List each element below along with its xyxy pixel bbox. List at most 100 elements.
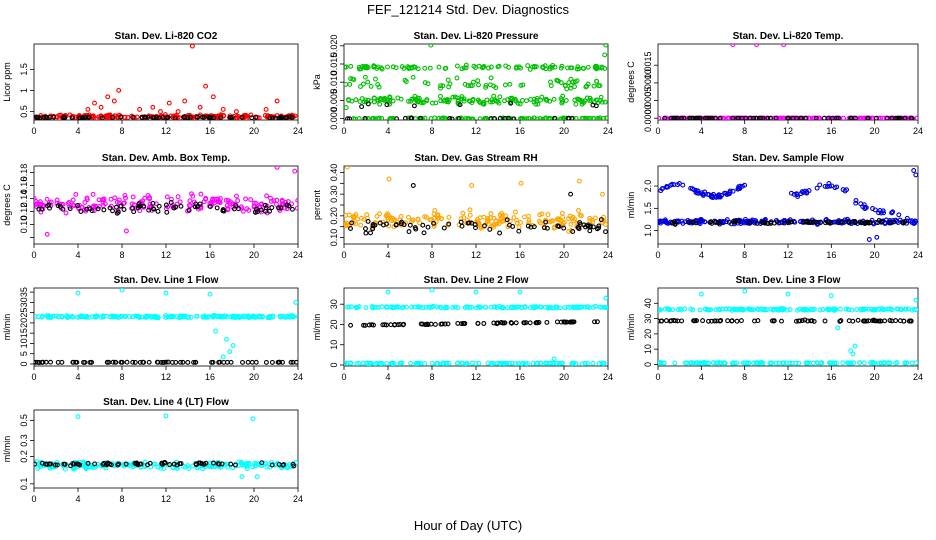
data-point [386,176,392,182]
data-point [473,225,478,231]
x-tick-label: 4 [699,126,704,136]
data-point [411,103,417,109]
data-point [712,318,718,324]
data-point [904,215,910,221]
data-point [523,361,529,366]
data-point [528,96,534,102]
series-0 [658,44,918,120]
data-point [402,115,408,120]
data-point [237,314,243,320]
data-point [121,313,127,319]
data-point [166,100,172,106]
x-tick-label: 12 [783,126,793,136]
data-point [111,98,117,104]
data-point [827,183,833,189]
y-tick-label: 20 [643,329,653,339]
data-point [245,359,251,365]
data-point [57,203,63,209]
data-point [525,223,531,229]
data-point [562,82,568,88]
data-point [482,223,487,229]
data-point [278,205,284,211]
data-point [554,216,560,222]
data-point [131,209,137,215]
data-point [554,304,560,310]
data-point [269,359,275,365]
data-point [216,359,222,365]
data-point [175,109,181,115]
points [34,44,298,120]
data-point [228,359,234,365]
data-point [848,115,853,120]
data-point [347,360,353,366]
x-tick-label: 24 [293,494,303,504]
data-point [250,416,256,422]
data-point [358,222,364,228]
data-point [162,460,168,466]
data-point [420,116,426,120]
data-point [446,97,452,103]
data-point [220,106,226,112]
data-point [754,220,760,226]
data-point [477,215,483,221]
y-tick-label: 0.2 [19,450,29,463]
data-point [596,361,602,366]
data-point [698,291,704,297]
data-point [376,115,382,120]
data-point [889,307,895,313]
data-point [484,97,490,103]
x-tick-label: 24 [913,250,923,260]
data-point [239,460,245,466]
data-point [802,317,808,323]
data-point [767,360,773,366]
x-tick-label: 4 [75,126,80,136]
data-point [344,81,349,87]
data-point [439,216,445,222]
panel-frame [33,287,299,367]
data-point [704,306,710,312]
data-point [533,64,539,70]
data-point [537,116,543,120]
data-point [682,360,688,366]
data-point [93,314,99,320]
panel-title: Stan. Dev. Amb. Box Temp. [102,153,230,164]
data-point [697,307,703,313]
data-point [55,359,61,365]
data-point [514,64,519,70]
y-tick-label: 0.10 [329,229,339,247]
data-point [525,63,531,69]
x-tick-label: 4 [385,126,390,136]
data-point [456,115,462,120]
data-point [409,65,415,71]
data-point [730,188,736,194]
data-point [488,361,494,366]
x-tick-label: 8 [429,126,434,136]
data-point [469,360,475,366]
data-point [249,359,255,365]
data-point [274,98,280,104]
points [34,413,298,480]
data-point [388,116,394,120]
x-tick-label: 12 [161,126,171,136]
data-point [559,116,565,120]
data-point [795,307,800,313]
data-point [37,201,43,207]
data-point [129,201,135,207]
data-point [442,321,448,327]
data-point [713,360,719,366]
data-point [834,360,839,366]
data-point [344,360,350,366]
data-point [534,97,540,103]
data-point [781,360,787,366]
data-point [366,322,372,328]
panel-title: Stan. Dev. Gas Stream RH [414,153,537,164]
data-point [556,224,562,229]
data-point [835,115,841,120]
data-point [123,195,128,201]
x-tick-label: 24 [913,126,923,136]
data-point [85,460,91,466]
panel-title: Stan. Dev. Li-820 CO2 [115,31,218,42]
data-point [405,64,411,70]
data-point [551,96,557,102]
data-point [150,104,156,110]
